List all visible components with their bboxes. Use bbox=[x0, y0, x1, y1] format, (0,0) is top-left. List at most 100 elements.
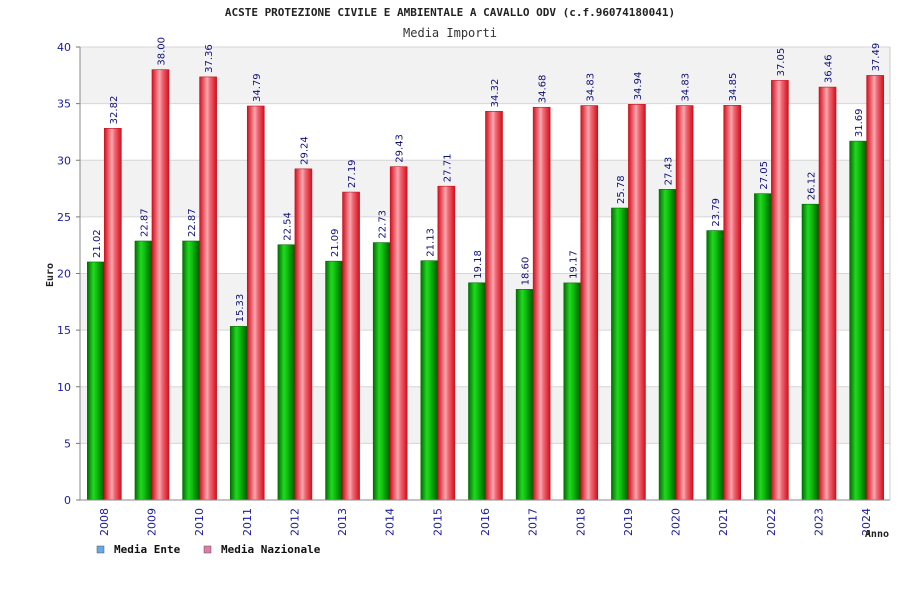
x-tick-label: 2012 bbox=[288, 508, 301, 536]
data-label: 34.32 bbox=[490, 79, 501, 108]
legend-swatch-media-ente bbox=[96, 545, 105, 554]
y-tick-label: 15 bbox=[57, 324, 71, 337]
y-tick-label: 0 bbox=[64, 494, 71, 507]
data-label: 37.36 bbox=[204, 44, 215, 73]
x-tick-label: 2008 bbox=[98, 508, 111, 536]
legend-label-media-nazionale: Media Nazionale bbox=[221, 543, 321, 556]
y-tick-label: 10 bbox=[57, 381, 71, 394]
x-tick-label: 2013 bbox=[336, 508, 349, 536]
bar-media-ente bbox=[468, 282, 486, 501]
bar-media-nazionale bbox=[675, 105, 694, 501]
data-label: 15.33 bbox=[235, 294, 246, 323]
data-label: 34.94 bbox=[633, 72, 644, 101]
bar-media-ente bbox=[706, 230, 725, 501]
bar-media-nazionale bbox=[771, 80, 789, 501]
data-label: 34.79 bbox=[252, 73, 263, 102]
bar-media-nazionale bbox=[389, 166, 408, 501]
bar-media-ente bbox=[277, 244, 296, 501]
bar-media-nazionale bbox=[485, 111, 503, 501]
data-label: 37.05 bbox=[776, 48, 787, 77]
bar-media-ente bbox=[229, 326, 248, 501]
data-label: 27.71 bbox=[442, 154, 453, 183]
axes bbox=[79, 47, 891, 501]
legend: Media Ente Media Nazionale bbox=[96, 543, 321, 556]
y-tick-label: 25 bbox=[57, 211, 71, 224]
bar-media-nazionale bbox=[866, 75, 884, 501]
data-label: 27.05 bbox=[759, 161, 770, 190]
x-tick-label: 2014 bbox=[384, 508, 397, 536]
bar-media-nazionale bbox=[532, 106, 551, 501]
x-tick-label: 2009 bbox=[145, 508, 158, 536]
y-tick-labels: 0 5 10 15 20 25 30 35 40 bbox=[57, 41, 71, 507]
bar-media-nazionale bbox=[723, 105, 742, 501]
data-label: 27.19 bbox=[347, 159, 358, 188]
x-tick-labels: 2008 2009 2010 2011 2012 2013 2014 2015 2016 2017… bbox=[98, 508, 873, 536]
data-label: 23.79 bbox=[711, 198, 722, 227]
bar-media-ente bbox=[87, 261, 105, 501]
bar-media-nazionale bbox=[294, 168, 313, 501]
x-tick-label: 2024 bbox=[860, 508, 873, 536]
bar-media-nazionale bbox=[104, 128, 122, 501]
data-label: 26.12 bbox=[807, 172, 818, 201]
y-tick-label: 40 bbox=[57, 41, 71, 54]
data-label: 36.46 bbox=[824, 54, 835, 83]
data-label: 34.85 bbox=[728, 73, 739, 102]
data-label: 18.60 bbox=[521, 257, 532, 286]
y-tick-label: 35 bbox=[57, 98, 71, 111]
x-tick-label: 2010 bbox=[193, 508, 206, 536]
data-label: 34.83 bbox=[681, 73, 692, 102]
data-label: 31.69 bbox=[854, 108, 865, 137]
legend-label-media-ente: Media Ente bbox=[114, 543, 181, 556]
data-label: 21.13 bbox=[425, 228, 436, 257]
bar-media-ente bbox=[420, 260, 439, 501]
bar-media-nazionale bbox=[199, 76, 217, 501]
bar-media-nazionale bbox=[246, 105, 265, 501]
data-label: 27.43 bbox=[664, 157, 675, 186]
bar-media-nazionale bbox=[151, 69, 170, 501]
bar-media-ente bbox=[515, 289, 534, 501]
bar-media-ente bbox=[563, 282, 582, 501]
data-label: 19.18 bbox=[473, 250, 484, 279]
x-tick-label: 2020 bbox=[670, 508, 683, 536]
data-label: 19.17 bbox=[568, 250, 579, 279]
data-label: 22.87 bbox=[187, 208, 198, 237]
bar-media-ente bbox=[754, 193, 772, 501]
bar-media-nazionale bbox=[342, 191, 360, 501]
data-labels: 21.02 32.82 22.87 38.00 22.87 37.36 15.33 34.79… bbox=[92, 37, 882, 322]
data-label: 38.00 bbox=[156, 37, 167, 66]
bar-media-ente bbox=[611, 207, 629, 501]
bar-media-ente bbox=[658, 189, 677, 501]
bar-media-nazionale bbox=[437, 185, 456, 501]
bar-media-ente bbox=[849, 140, 867, 501]
legend-swatch-media-nazionale bbox=[203, 545, 212, 554]
bar-media-ente bbox=[372, 242, 391, 501]
data-label: 21.09 bbox=[330, 229, 341, 258]
data-label: 34.68 bbox=[538, 75, 549, 104]
y-tick-label: 30 bbox=[57, 154, 71, 167]
x-tick-label: 2015 bbox=[431, 508, 444, 536]
data-label: 34.83 bbox=[585, 73, 596, 102]
chart-subtitle: Media Importi bbox=[403, 26, 497, 40]
bar-media-ente bbox=[182, 240, 200, 501]
data-label: 21.02 bbox=[92, 229, 103, 258]
data-label: 37.49 bbox=[871, 43, 882, 72]
data-label: 29.43 bbox=[395, 134, 406, 163]
data-label: 22.87 bbox=[139, 208, 150, 237]
bar-media-ente bbox=[134, 240, 153, 501]
data-label: 22.54 bbox=[282, 212, 293, 241]
x-tick-label: 2019 bbox=[622, 508, 635, 536]
x-tick-label: 2021 bbox=[717, 508, 730, 536]
y-axis-label: Euro bbox=[45, 263, 56, 287]
x-tick-label: 2018 bbox=[574, 508, 587, 536]
bar-media-ente bbox=[325, 260, 343, 501]
data-label: 25.78 bbox=[616, 175, 627, 204]
bar-media-nazionale bbox=[628, 104, 646, 501]
data-label: 29.24 bbox=[299, 136, 310, 165]
data-label: 32.82 bbox=[109, 96, 120, 125]
bar-media-nazionale bbox=[580, 105, 599, 501]
x-tick-label: 2016 bbox=[479, 508, 492, 536]
bar-media-nazionale bbox=[818, 86, 837, 501]
x-axis-label: Anno bbox=[865, 529, 889, 540]
x-tick-label: 2022 bbox=[765, 508, 778, 536]
